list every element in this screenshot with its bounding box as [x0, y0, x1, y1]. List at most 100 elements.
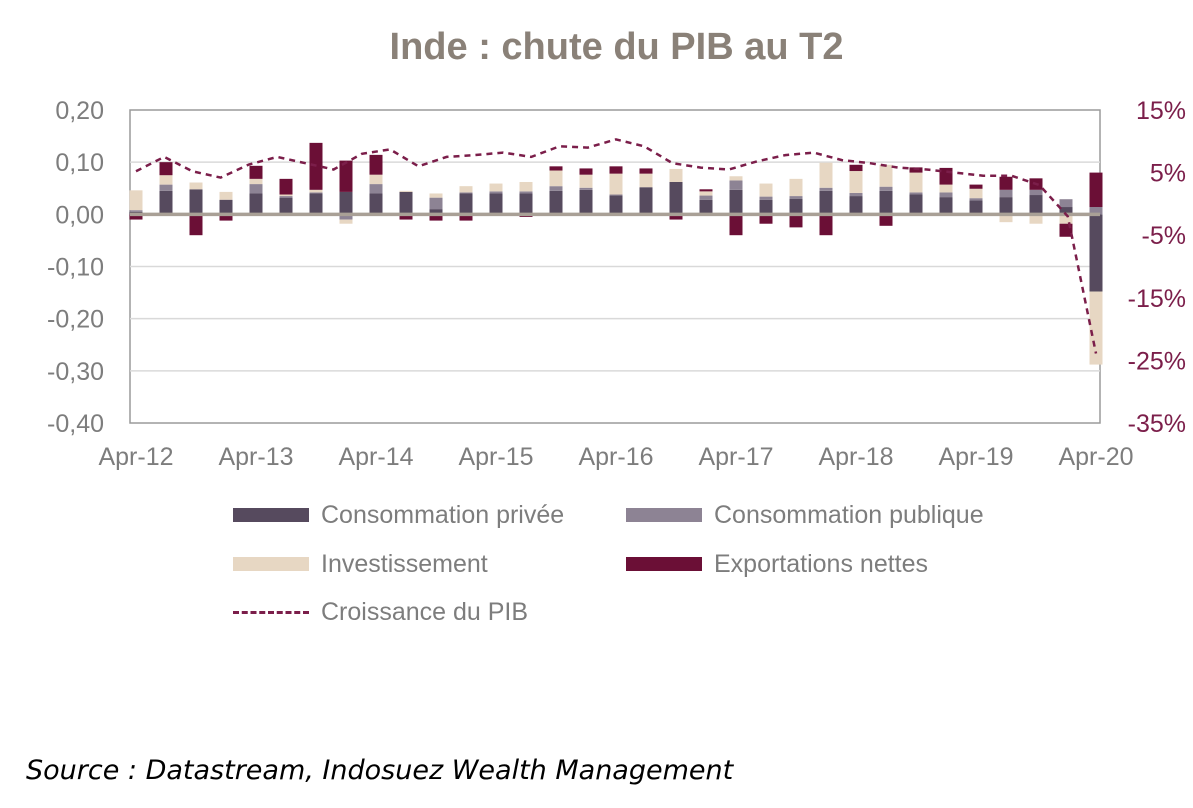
bar-segment-3	[549, 170, 563, 187]
bar-segment-2	[909, 192, 923, 195]
bar-segment-3	[309, 189, 323, 193]
legend-item-exportations-nettes: Exportations nettes	[626, 549, 928, 579]
bar-segment-4	[729, 214, 743, 236]
bar-segment-2	[789, 196, 803, 199]
y-left-tick-label: 0,00	[55, 201, 104, 229]
x-tick-label: Apr-20	[1058, 443, 1133, 471]
bar-segment-2	[969, 198, 983, 201]
bar-segment-3	[459, 186, 473, 193]
x-tick-label: Apr-17	[698, 443, 773, 471]
bar-segment-2	[459, 192, 473, 194]
bar-segment-2	[819, 187, 833, 191]
bar-segment-4	[399, 214, 413, 220]
gdp-growth-line	[135, 138, 1098, 354]
bar-segment-1	[879, 190, 893, 215]
bar-segment-3	[339, 219, 353, 224]
bar-segment-2	[159, 184, 173, 191]
bar-segment-1	[909, 194, 923, 215]
bar-segment-1	[579, 189, 593, 215]
bar-segment-2	[129, 210, 143, 212]
bar-segment-2	[879, 186, 893, 191]
bar-segment-4	[279, 178, 293, 195]
bar-segment-1	[999, 197, 1013, 215]
bar-segment-3	[789, 178, 803, 197]
bar-segment-3	[399, 190, 413, 192]
bar-segment-1	[249, 193, 263, 215]
x-tick-label: Apr-15	[458, 443, 533, 471]
legend-swatch-investissement	[233, 557, 309, 571]
bar-segment-4	[1089, 172, 1103, 208]
bars	[129, 142, 1103, 365]
bar-segment-3	[729, 176, 743, 181]
bar-segment-3	[819, 162, 833, 188]
bar-segment-2	[1089, 207, 1103, 215]
bar-segment-1	[699, 199, 713, 215]
y-left-tick-label: -0,20	[47, 306, 104, 334]
bar-segment-2	[519, 191, 533, 194]
legend-swatch-croissance-pib	[233, 610, 309, 614]
bar-segment-1	[819, 190, 833, 215]
bar-segment-4	[579, 168, 593, 175]
y-left-tick-label: -0,10	[47, 254, 104, 282]
legend-swatch-consommation-publique	[626, 508, 702, 522]
bar-segment-1	[669, 181, 683, 215]
bar-segment-4	[249, 165, 263, 179]
bar-segment-2	[609, 194, 623, 196]
bar-segment-3	[939, 184, 953, 193]
bar-segment-3	[249, 178, 263, 185]
bar-segment-1	[1059, 207, 1073, 215]
x-tick-label: Apr-13	[218, 443, 293, 471]
bar-segment-3	[159, 175, 173, 185]
bar-segment-4	[459, 214, 473, 221]
bar-segment-3	[909, 172, 923, 193]
bar-segment-1	[309, 193, 323, 215]
bar-segment-2	[339, 214, 353, 220]
y-left-tick-label: 0,20	[55, 97, 104, 125]
bar-segment-1	[609, 195, 623, 215]
bar-segment-1	[639, 187, 653, 215]
legend-item-consommation-publique: Consommation publique	[626, 500, 984, 530]
y-right-tick-label: 15%	[1136, 97, 1186, 125]
bar-segment-4	[789, 214, 803, 228]
bar-segment-1	[489, 193, 503, 215]
bar-segment-3	[969, 188, 983, 199]
bar-segment-4	[699, 189, 713, 192]
legend-label-exportations-nettes: Exportations nettes	[714, 549, 929, 578]
bar-segment-4	[969, 184, 983, 189]
bar-segment-1	[939, 197, 953, 215]
y-right-tick-label: -35%	[1128, 410, 1186, 438]
legend-label-croissance-pib: Croissance du PIB	[321, 597, 529, 626]
bar-segment-1	[1089, 214, 1103, 292]
bar-segment-3	[699, 191, 713, 196]
bar-segment-2	[699, 195, 713, 200]
x-tick-label: Apr-16	[578, 443, 653, 471]
bar-segment-2	[429, 197, 443, 210]
bar-segment-1	[519, 193, 533, 215]
bar-segment-1	[219, 199, 233, 215]
bar-segment-3	[429, 193, 443, 198]
bar-segment-2	[489, 191, 503, 194]
bar-segment-2	[579, 187, 593, 190]
bar-segment-2	[729, 180, 743, 190]
legend-item-croissance-pib: Croissance du PIB	[233, 597, 528, 627]
bar-segment-3	[219, 191, 233, 200]
bar-segment-1	[789, 198, 803, 215]
bar-segment-4	[549, 166, 563, 171]
bar-segment-2	[1029, 189, 1043, 196]
bar-segment-2	[1059, 199, 1073, 208]
bar-segment-2	[309, 192, 323, 194]
axis-labels: 0,20 0,10 0,00 -0,10 -0,20 -0,30 -0,40 15% 5% -5%…	[47, 97, 1186, 471]
bar-segment-4	[879, 214, 893, 226]
gdp-growth-path	[135, 138, 1098, 354]
bar-segment-4	[759, 214, 773, 224]
bar-segment-1	[969, 200, 983, 215]
bar-segment-1	[279, 197, 293, 215]
bar-segment-3	[639, 173, 653, 188]
bar-segment-2	[249, 184, 263, 194]
y-right-tick-label: -5%	[1142, 222, 1186, 250]
bar-segment-4	[159, 162, 173, 176]
bar-segment-4	[339, 160, 353, 192]
bar-segment-2	[939, 192, 953, 198]
bar-segment-2	[369, 184, 383, 194]
